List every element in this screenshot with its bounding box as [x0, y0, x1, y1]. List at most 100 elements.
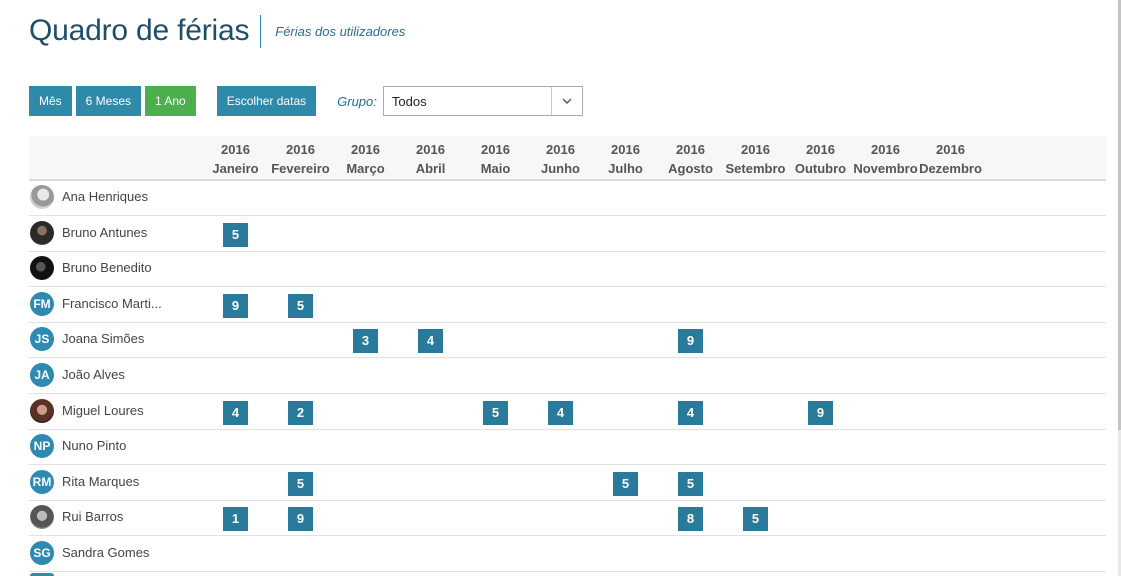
user-row: NP Nuno Pinto	[29, 430, 1106, 465]
month-year: 2016	[611, 142, 640, 157]
scrollbar-thumb[interactable]	[1118, 0, 1121, 430]
avatar[interactable]	[30, 505, 54, 529]
user-name[interactable]: Ana Henriques	[62, 189, 148, 204]
scrollbar[interactable]	[1118, 0, 1121, 576]
avatar[interactable]: JA	[30, 363, 54, 387]
page-subtitle: Férias dos utilizadores	[275, 23, 406, 39]
range-6-months-button[interactable]: 6 Meses	[75, 86, 142, 116]
user-name[interactable]: Sandra Gomes	[62, 545, 150, 560]
avatar[interactable]	[30, 256, 54, 280]
user-name[interactable]: Nuno Pinto	[62, 438, 127, 453]
month-year: 2016	[741, 142, 770, 157]
user-row: Bruno Benedito	[29, 252, 1106, 287]
month-name: Maio	[480, 161, 511, 176]
range-month-button[interactable]: Mês	[29, 86, 72, 116]
month-name: Novembro	[853, 161, 918, 176]
month-year: 2016	[936, 142, 965, 157]
avatar[interactable]	[30, 185, 54, 209]
vacation-days-badge[interactable]: 1	[223, 507, 248, 531]
month-year: 2016	[546, 142, 575, 157]
month-name: Agosto	[668, 161, 713, 176]
group-label: Grupo:	[337, 93, 377, 109]
chevron-down-icon[interactable]	[550, 87, 582, 115]
avatar[interactable]: JS	[30, 327, 54, 351]
vacation-days-badge[interactable]: 5	[613, 472, 638, 496]
month-year: 2016	[351, 142, 380, 157]
month-year: 2016	[676, 142, 705, 157]
user-name[interactable]: Miguel Loures	[62, 403, 144, 418]
vacation-days-badge[interactable]: 5	[223, 223, 248, 247]
user-name[interactable]: Bruno Benedito	[62, 260, 152, 275]
user-name[interactable]: Joana Simões	[62, 331, 145, 346]
month-year: 2016	[416, 142, 445, 157]
month-year: 2016	[871, 142, 900, 157]
page-title: Quadro de férias	[29, 14, 250, 47]
month-header-2: 2016 Março	[333, 140, 398, 178]
user-name[interactable]: João Alves	[62, 367, 125, 382]
user-row: FM Francisco Marti... 9 5	[29, 288, 1106, 323]
avatar	[30, 573, 54, 576]
month-name: Fevereiro	[271, 161, 330, 176]
user-row: JS Joana Simões 3 4 9	[29, 323, 1106, 358]
month-name: Janeiro	[212, 161, 259, 176]
month-header-11: 2016 Dezembro	[918, 140, 983, 178]
user-row: RM Rita Marques 5 5 5	[29, 466, 1106, 501]
month-header-0: 2016 Janeiro	[203, 140, 268, 178]
range-1-year-button[interactable]: 1 Ano	[145, 86, 196, 116]
vacation-days-badge[interactable]: 8	[678, 507, 703, 531]
user-name[interactable]: Rui Barros	[62, 509, 124, 524]
user-row: JA João Alves	[29, 359, 1106, 394]
group-select-value: Todos	[391, 93, 427, 109]
month-year: 2016	[806, 142, 835, 157]
vacation-days-badge[interactable]: 4	[548, 401, 573, 425]
group-select[interactable]: Todos	[382, 86, 583, 116]
month-header-9: 2016 Outubro	[788, 140, 853, 178]
month-name: Março	[346, 161, 385, 176]
user-row: Ana Henriques	[29, 181, 1106, 216]
vacation-days-badge[interactable]: 4	[418, 329, 443, 353]
month-header-6: 2016 Julho	[593, 140, 658, 178]
avatar[interactable]: SG	[30, 541, 54, 565]
vacation-days-badge[interactable]: 2	[288, 401, 313, 425]
vacation-days-badge[interactable]: 3	[353, 329, 378, 353]
month-name: Outubro	[794, 161, 847, 176]
month-name: Abril	[415, 161, 446, 176]
month-header-4: 2016 Maio	[463, 140, 528, 178]
month-header-7: 2016 Agosto	[658, 140, 723, 178]
month-header-10: 2016 Novembro	[853, 140, 918, 178]
vacation-days-badge[interactable]: 5	[288, 472, 313, 496]
vacation-days-badge[interactable]: 5	[288, 294, 313, 318]
avatar[interactable]: FM	[30, 292, 54, 316]
user-name[interactable]: Rita Marques	[62, 474, 140, 489]
month-name: Setembro	[725, 161, 786, 176]
user-row: Miguel Loures 4 2 5 4 4 9	[29, 395, 1106, 430]
month-year: 2016	[481, 142, 510, 157]
vacation-days-badge[interactable]: 4	[223, 401, 248, 425]
month-header-8: 2016 Setembro	[723, 140, 788, 178]
user-row: Rui Barros 1 9 8 5	[29, 501, 1106, 536]
month-header-3: 2016 Abril	[398, 140, 463, 178]
user-name[interactable]: Bruno Antunes	[62, 225, 148, 240]
choose-dates-button[interactable]: Escolher datas	[216, 86, 317, 116]
avatar[interactable]	[30, 221, 54, 245]
vacation-days-badge[interactable]: 9	[808, 401, 833, 425]
month-header-5: 2016 Junho	[528, 140, 593, 178]
vacation-days-badge[interactable]: 5	[678, 472, 703, 496]
avatar[interactable]: NP	[30, 434, 54, 458]
month-year: 2016	[286, 142, 315, 157]
vacation-days-badge[interactable]: 9	[288, 507, 313, 531]
vacation-days-badge[interactable]: 5	[743, 507, 768, 531]
user-name[interactable]: Francisco Marti...	[62, 296, 162, 311]
user-row: Bruno Antunes 5	[29, 217, 1106, 252]
vacation-days-badge[interactable]: 4	[678, 401, 703, 425]
month-year: 2016	[221, 142, 250, 157]
avatar[interactable]: RM	[30, 470, 54, 494]
user-row: SG Sandra Gomes	[29, 537, 1106, 572]
vacation-days-badge[interactable]: 9	[678, 329, 703, 353]
page-header: Quadro de férias Férias dos utilizadores	[29, 14, 405, 48]
vacation-days-badge[interactable]: 9	[223, 294, 248, 318]
month-name: Dezembro	[919, 161, 982, 176]
vacation-days-badge[interactable]: 5	[483, 401, 508, 425]
avatar[interactable]	[30, 399, 54, 423]
